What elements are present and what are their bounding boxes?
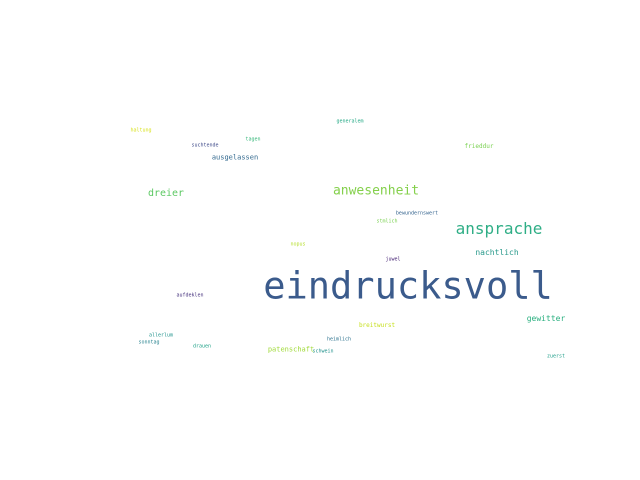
word-tagen: tagen (245, 136, 261, 143)
word-zuerst: zuerst (546, 353, 566, 360)
word-aufdeklen: aufdeklen (176, 292, 204, 299)
word-nachtlich: nachtlich (475, 248, 519, 257)
word-generalem: generalem (336, 118, 364, 125)
word-nopus: nopus (290, 241, 306, 248)
word-allerlum: allerlum (148, 332, 174, 339)
word-eindrucksvoll: eindrucksvoll (263, 264, 553, 308)
word-breitwurst: breitwurst (358, 322, 396, 329)
word-drauen: drauen (192, 343, 212, 350)
word-stmlich: stmlich (376, 218, 398, 225)
word-patenschaft: patenschaft (267, 345, 315, 354)
word-bewundernswert: bewundernswert (395, 210, 439, 217)
word-haltung: haltung (130, 127, 152, 134)
word-juwel: juwel (385, 256, 401, 263)
word-frieddur: frieddur (464, 143, 494, 150)
word-sonntag: sonntag (138, 339, 160, 346)
word-schwein: schwein (312, 348, 334, 355)
word-dreier: dreier (147, 188, 185, 199)
word-heimlich: heimlich (326, 336, 352, 343)
word-ausgelassen: ausgelassen (211, 153, 259, 162)
word-anwesenheit: anwesenheit (332, 183, 420, 199)
word-gewitter: gewitter (526, 314, 566, 323)
word-ansprache: ansprache (455, 219, 543, 238)
word-suchtende: suchtende (191, 142, 219, 149)
